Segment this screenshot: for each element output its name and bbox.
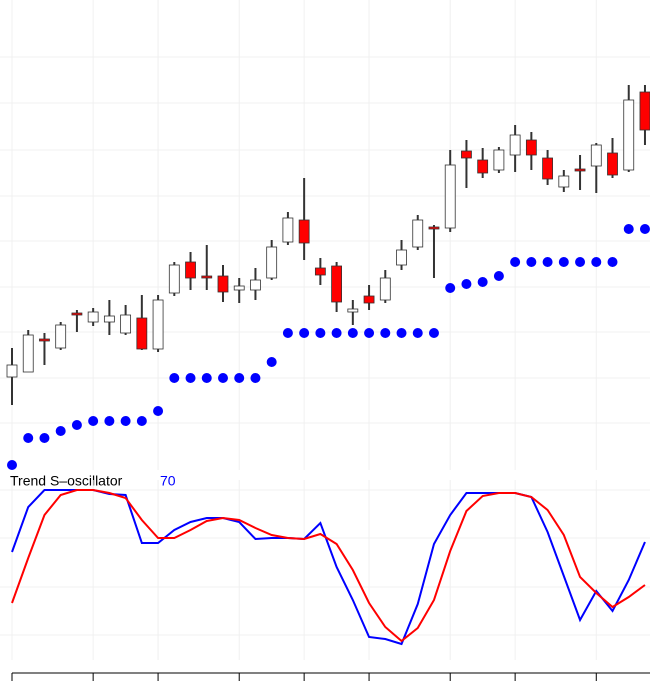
trend-dot <box>461 279 472 289</box>
trend-dot <box>428 328 439 338</box>
oscillator-annotation: 70 <box>160 473 176 489</box>
candle-body <box>639 91 650 131</box>
candle-body <box>509 134 521 156</box>
candle-body <box>590 144 602 167</box>
trend-dot <box>282 328 293 338</box>
trend-dot <box>120 416 131 426</box>
candle-body <box>201 275 213 279</box>
candle-body <box>250 279 261 291</box>
candle-body <box>444 164 456 229</box>
trend-dot <box>412 328 423 338</box>
candle-body <box>525 139 537 156</box>
trend-dot <box>542 257 553 267</box>
trend-dot <box>396 328 407 338</box>
trend-dot <box>136 416 147 426</box>
trend-dot <box>477 277 488 287</box>
candle-body <box>168 264 180 294</box>
trend-dot <box>23 433 34 443</box>
trend-dot <box>234 373 245 383</box>
trend-dot <box>364 328 375 338</box>
trend-dot <box>217 373 228 383</box>
oscillator-title: Trend S–oscillator <box>10 473 123 489</box>
candle-body <box>103 315 115 323</box>
candle-body <box>6 364 18 378</box>
candle-body <box>396 249 407 266</box>
trend-dot <box>493 271 504 281</box>
trend-dot <box>526 257 537 267</box>
candle-body <box>493 149 505 171</box>
candle-body <box>623 99 635 171</box>
candle-body <box>607 152 618 176</box>
trend-dot <box>558 257 569 267</box>
trend-dot <box>510 257 521 267</box>
trend-dot <box>607 257 618 267</box>
candle-body <box>185 261 196 279</box>
trend-dot <box>380 328 391 338</box>
candle-body <box>120 314 132 334</box>
trend-dot <box>347 328 358 338</box>
candle-body <box>217 275 229 293</box>
candle-body <box>233 285 245 291</box>
trend-dot <box>39 433 50 443</box>
candle-body <box>55 324 67 349</box>
trend-dot <box>331 328 342 338</box>
candle-body <box>412 219 424 248</box>
candle-body <box>152 299 164 350</box>
trend-dot <box>104 416 115 426</box>
trend-dot <box>623 224 634 234</box>
candle-body <box>39 338 50 342</box>
candle-body <box>266 246 278 279</box>
trend-dot <box>153 406 164 416</box>
trend-dot <box>7 460 17 470</box>
candle-body <box>558 175 570 188</box>
trend-dot <box>299 328 310 338</box>
candle-body <box>379 277 391 301</box>
candle-body <box>298 219 310 244</box>
candle-body <box>331 265 343 303</box>
candle-body <box>71 312 83 316</box>
trend-dot <box>250 373 261 383</box>
trend-dot <box>55 426 66 436</box>
candle-body <box>461 150 472 159</box>
candle-body <box>347 308 359 313</box>
trend-dot <box>639 224 650 234</box>
trend-dot <box>575 257 586 267</box>
trend-dot <box>445 283 456 293</box>
candle-body <box>477 159 489 174</box>
candle-body <box>574 168 586 172</box>
trend-dot <box>169 373 180 383</box>
candle-body <box>542 157 553 180</box>
trend-dot <box>71 420 82 430</box>
trend-dot <box>266 357 277 367</box>
trend-dot <box>88 416 99 426</box>
oscillator-line <box>11 489 646 643</box>
candle-body <box>22 334 34 373</box>
trend-dot <box>201 373 212 383</box>
candle-body <box>314 267 326 276</box>
trend-dot <box>315 328 326 338</box>
candle-body <box>363 295 375 304</box>
candle-body <box>428 226 440 230</box>
candle-body <box>87 311 99 323</box>
trend-dot <box>185 373 196 383</box>
trend-dot <box>591 257 602 267</box>
candle-body <box>282 217 294 243</box>
candle-body <box>136 317 148 350</box>
